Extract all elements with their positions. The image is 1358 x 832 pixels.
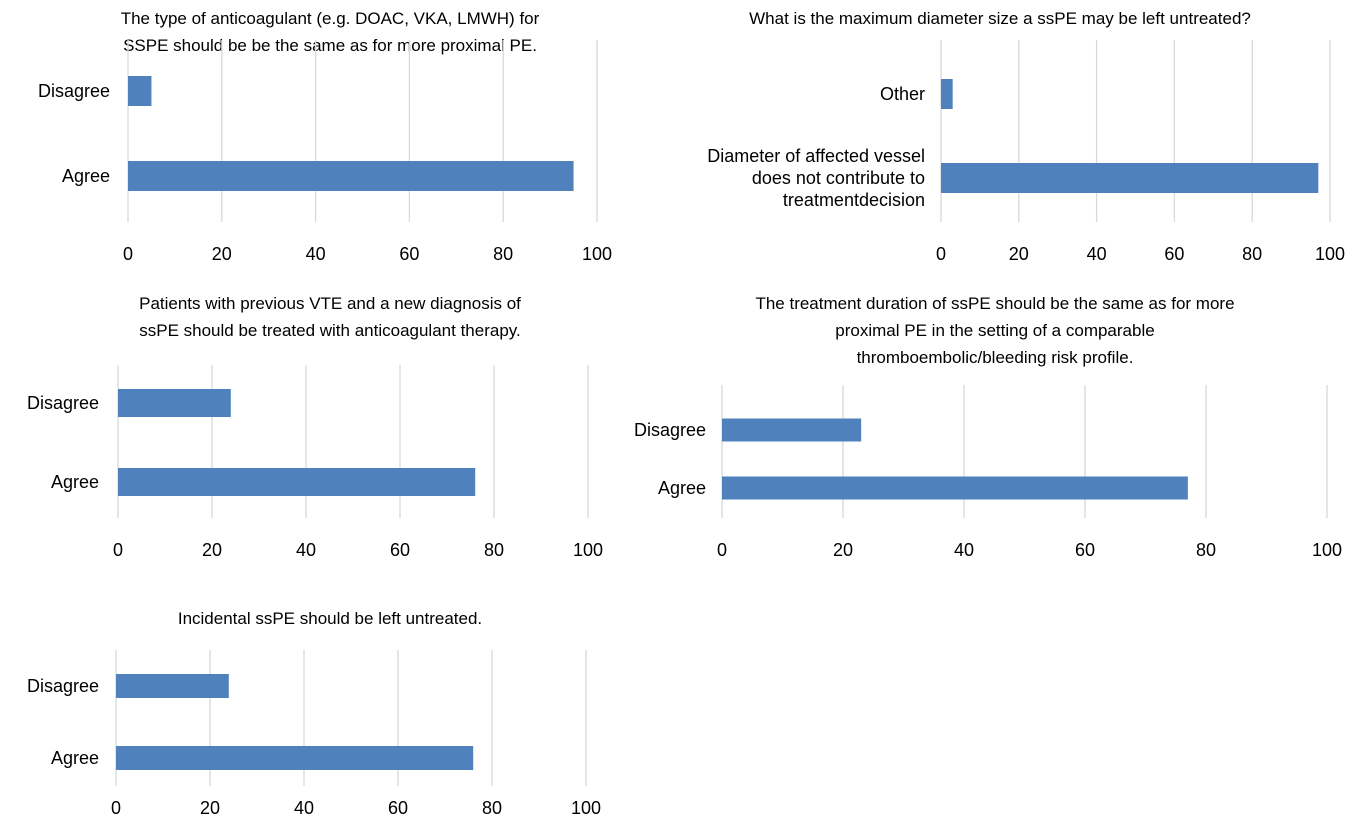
x-tick-label: 80 [484,540,504,560]
bar [941,79,953,109]
bar [128,76,152,106]
category-label: Agree [658,478,706,498]
bar [722,476,1188,500]
x-tick-label: 40 [954,540,974,560]
bar [118,389,231,417]
x-tick-label: 80 [482,798,502,818]
x-tick-label: 60 [399,244,419,264]
bar [941,163,1319,193]
x-tick-label: 20 [833,540,853,560]
category-label: Disagree [38,81,110,101]
bar-chart: What is the maximum diameter size a ssPE… [707,9,1345,264]
bar-chart: The type of anticoagulant (e.g. DOAC, VK… [38,9,612,264]
chart-panel-previous-vte: Patients with previous VTE and a new dia… [0,285,640,570]
x-tick-label: 0 [113,540,123,560]
x-tick-label: 0 [123,244,133,264]
category-label: Agree [62,166,110,186]
x-tick-label: 80 [1242,244,1262,264]
x-tick-label: 40 [296,540,316,560]
x-tick-label: 60 [390,540,410,560]
x-tick-label: 40 [306,244,326,264]
x-tick-label: 80 [1196,540,1216,560]
bar-chart: Patients with previous VTE and a new dia… [27,294,603,560]
x-tick-label: 80 [493,244,513,264]
category-label: Other [880,84,925,104]
x-tick-label: 60 [1075,540,1095,560]
chart-title-line: What is the maximum diameter size a ssPE… [749,9,1251,28]
x-tick-label: 0 [111,798,121,818]
category-label: Disagree [634,420,706,440]
chart-title-line: ssPE should be treated with anticoagulan… [139,321,520,340]
x-tick-label: 100 [573,540,603,560]
chart-title-line: The treatment duration of ssPE should be… [755,294,1234,313]
chart-title-line: The type of anticoagulant (e.g. DOAC, VK… [121,9,540,28]
chart-title-line: SSPE should be be the same as for more p… [123,36,537,55]
bar [116,746,474,770]
x-tick-label: 20 [212,244,232,264]
chart-title-line: thromboembolic/bleeding risk profile. [857,348,1134,367]
chart-title-line: Incidental ssPE should be left untreated… [178,609,482,628]
bar [116,674,229,698]
category-label: Disagree [27,676,99,696]
x-tick-label: 40 [1087,244,1107,264]
category-label: Diameter of affected vessel [707,146,925,166]
x-tick-label: 20 [200,798,220,818]
x-tick-label: 100 [1312,540,1342,560]
x-tick-label: 20 [202,540,222,560]
chart-title-line: proximal PE in the setting of a comparab… [835,321,1154,340]
bar [722,418,862,442]
x-tick-label: 60 [388,798,408,818]
x-tick-label: 0 [936,244,946,264]
category-label: treatmentdecision [783,190,925,210]
chart-title-line: Patients with previous VTE and a new dia… [139,294,521,313]
chart-panel-incidental: Incidental ssPE should be left untreated… [0,590,640,832]
bar-chart: Incidental ssPE should be left untreated… [27,609,601,818]
bar-chart: The treatment duration of ssPE should be… [634,294,1342,560]
category-label: Disagree [27,393,99,413]
category-label: Agree [51,472,99,492]
x-tick-label: 100 [1315,244,1345,264]
x-tick-label: 40 [294,798,314,818]
chart-panel-anticoagulant-type: The type of anticoagulant (e.g. DOAC, VK… [0,0,640,275]
category-label: does not contribute to [752,168,925,188]
chart-panel-treatment-duration: The treatment duration of ssPE should be… [600,285,1358,570]
x-tick-label: 100 [571,798,601,818]
x-tick-label: 0 [717,540,727,560]
x-tick-label: 60 [1164,244,1184,264]
x-tick-label: 100 [582,244,612,264]
bar [118,468,476,496]
category-label: Agree [51,748,99,768]
x-tick-label: 20 [1009,244,1029,264]
bar [128,161,574,191]
chart-panel-max-diameter: What is the maximum diameter size a ssPE… [620,0,1358,275]
